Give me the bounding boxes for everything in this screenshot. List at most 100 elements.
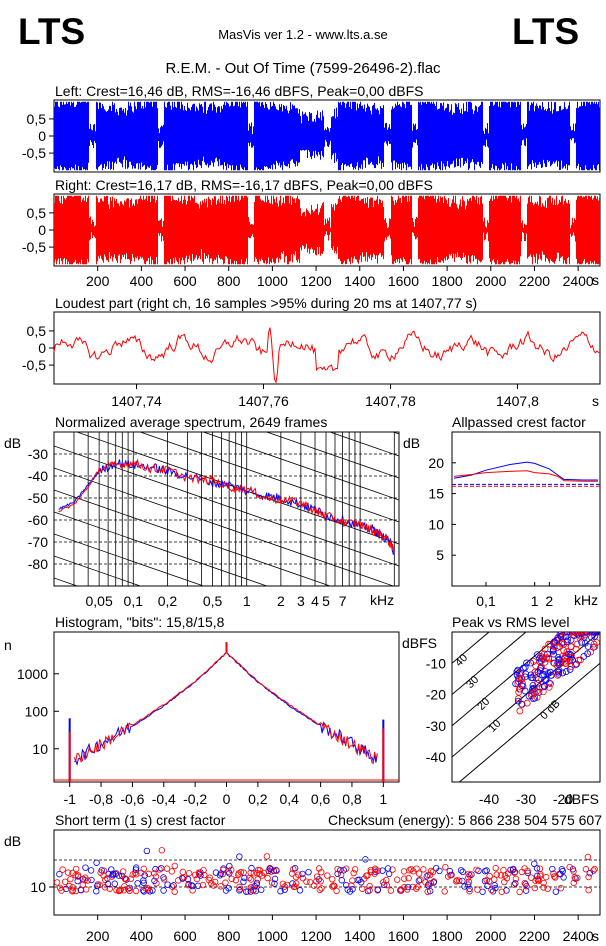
spectrum-slope bbox=[54, 622, 399, 742]
peak-rms-point bbox=[514, 697, 522, 705]
waveform-xtick-label: 800 bbox=[217, 273, 241, 289]
spectrum-ytick-label: -30 bbox=[28, 446, 48, 462]
short-crest-point bbox=[115, 887, 123, 895]
short-crest-point bbox=[211, 878, 219, 886]
short-crest-point bbox=[409, 883, 416, 891]
peak-rms-point bbox=[514, 666, 522, 674]
short-crest-point bbox=[466, 888, 473, 895]
short-crest-point bbox=[241, 874, 248, 882]
spectrum-series-1 bbox=[58, 458, 395, 554]
short-crest-point bbox=[93, 859, 100, 866]
spectrum-ytick-label: -50 bbox=[28, 490, 48, 506]
short-crest-point bbox=[570, 868, 577, 875]
peak-rms-point bbox=[514, 680, 522, 688]
spectrum-slope bbox=[54, 688, 399, 808]
short-crest-point bbox=[212, 869, 220, 876]
short-crest-point bbox=[417, 876, 424, 884]
short-crest-point bbox=[151, 870, 158, 877]
short-crest-point bbox=[283, 881, 291, 889]
short-crest-x-unit: s bbox=[592, 928, 599, 944]
short-crest-point bbox=[586, 869, 594, 877]
waveform-xtick-label: 1200 bbox=[301, 273, 332, 289]
short-crest-point bbox=[466, 885, 473, 893]
short-crest-point bbox=[79, 881, 87, 888]
short-crest-point bbox=[290, 865, 297, 873]
peak-rms-point bbox=[577, 656, 584, 664]
short-crest-point bbox=[492, 864, 499, 872]
short-crest-point bbox=[58, 887, 65, 894]
short-crest-point bbox=[551, 874, 559, 881]
short-crest-point bbox=[521, 879, 528, 887]
loudest-ytick-label: 0 bbox=[38, 340, 46, 356]
peak-rms-point bbox=[554, 658, 562, 666]
short-crest-point bbox=[292, 873, 300, 881]
short-crest-point bbox=[205, 876, 213, 884]
peak-rms-point bbox=[533, 688, 540, 695]
short-crest-point bbox=[415, 870, 423, 877]
short-crest-point bbox=[122, 875, 129, 883]
short-crest-point bbox=[87, 867, 95, 874]
short-crest-point bbox=[251, 883, 258, 890]
short-crest-xtick-label: 2400 bbox=[563, 928, 594, 944]
spectrum-xtick-label: 0,05 bbox=[86, 593, 113, 609]
short-crest-point bbox=[313, 873, 321, 880]
loudest-ytick-label: -0,5 bbox=[22, 357, 46, 373]
peak-rms-point bbox=[554, 667, 562, 675]
short-crest-point bbox=[350, 869, 357, 877]
peak-rms-point bbox=[555, 661, 563, 668]
peak-rms-crest-label: 40 bbox=[453, 652, 470, 669]
short-crest-point bbox=[248, 864, 255, 872]
spectrum-ytick-label: -40 bbox=[28, 468, 48, 484]
right-waveform-ytick-label: 0,5 bbox=[27, 205, 47, 221]
histogram-ylabel: n bbox=[4, 637, 12, 653]
short-crest-point bbox=[120, 887, 127, 894]
short-crest-point bbox=[112, 870, 119, 878]
short-crest-point bbox=[117, 886, 124, 893]
peak-rms-ylabel: dBFS bbox=[402, 635, 437, 651]
short-crest-point bbox=[64, 869, 72, 876]
short-crest-point bbox=[424, 888, 431, 895]
peak-rms-point bbox=[546, 668, 554, 676]
short-crest-point bbox=[387, 887, 395, 894]
peak-rms-plot: 40 30 20 10 0 dB bbox=[452, 632, 600, 782]
short-crest-point bbox=[501, 878, 508, 886]
short-crest-point bbox=[163, 865, 171, 872]
spectrum-xtick-label: 4 bbox=[311, 593, 319, 609]
short-crest-xtick-label: 1400 bbox=[344, 928, 375, 944]
short-crest-point bbox=[457, 867, 465, 874]
spectrum-slope bbox=[54, 666, 399, 786]
waveform-xtick-label: 600 bbox=[173, 273, 197, 289]
short-crest-point bbox=[243, 888, 250, 895]
histogram-xtick-label: 0,4 bbox=[279, 791, 299, 807]
short-crest-point bbox=[253, 879, 261, 887]
short-crest-point bbox=[415, 877, 423, 884]
short-crest-point bbox=[456, 877, 463, 884]
short-crest-point bbox=[566, 863, 573, 871]
short-crest-point bbox=[236, 887, 243, 894]
short-crest-point bbox=[235, 870, 242, 877]
short-crest-xtick-label: 800 bbox=[217, 928, 241, 944]
short-crest-point bbox=[140, 879, 147, 886]
short-crest-point bbox=[273, 867, 280, 875]
peak-rms-point bbox=[580, 632, 588, 636]
short-crest-point bbox=[516, 888, 523, 896]
short-crest-xtick-label: 1200 bbox=[301, 928, 332, 944]
spectrum-xtick-label: 0,5 bbox=[203, 593, 223, 609]
peak-rms-point bbox=[593, 632, 600, 636]
short-crest-xtick-label: 2000 bbox=[475, 928, 506, 944]
short-crest-point bbox=[465, 878, 473, 886]
short-crest-point bbox=[459, 868, 466, 876]
histogram-xtick-label: -0,4 bbox=[152, 791, 176, 807]
histogram-series-1 bbox=[73, 651, 378, 765]
short-crest-point bbox=[266, 865, 274, 872]
peak-rms-point bbox=[557, 632, 565, 640]
short-crest-point bbox=[277, 888, 284, 895]
peak-rms-crest-label: 10 bbox=[486, 718, 503, 735]
short-crest-point bbox=[59, 866, 66, 873]
short-crest-point bbox=[400, 868, 408, 875]
short-crest-point bbox=[420, 866, 427, 873]
short-crest-point bbox=[427, 887, 434, 895]
loudest-xtick-label: 1407,74 bbox=[111, 393, 162, 409]
histogram-xtick-label: 0,8 bbox=[342, 791, 362, 807]
spectrum-xtick-label: 1 bbox=[243, 593, 251, 609]
